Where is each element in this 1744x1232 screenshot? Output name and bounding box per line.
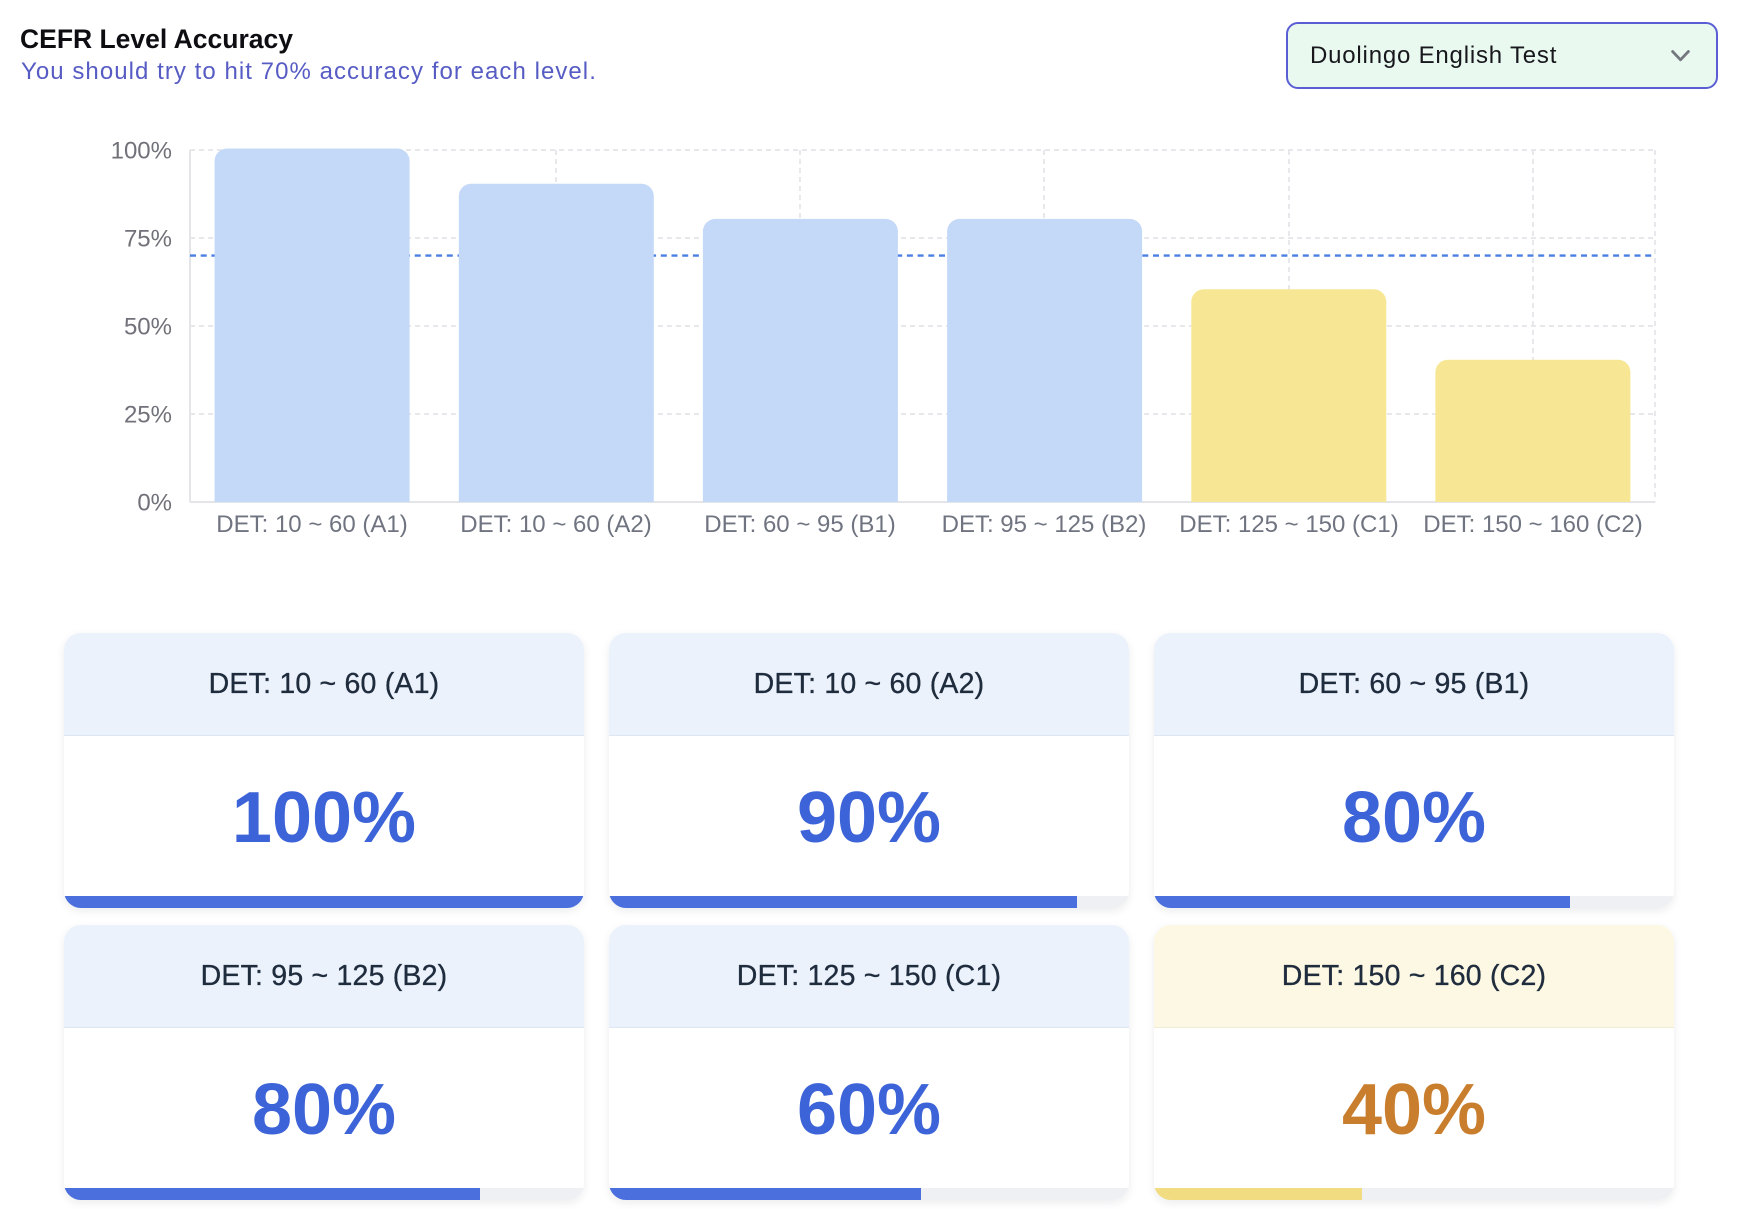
svg-text:25%: 25% — [124, 402, 172, 429]
svg-text:DET: 10 ~ 60 (A2): DET: 10 ~ 60 (A2) — [460, 511, 651, 538]
svg-text:50%: 50% — [124, 314, 172, 341]
svg-text:100%: 100% — [111, 138, 172, 165]
svg-text:75%: 75% — [124, 226, 172, 253]
svg-text:DET: 150 ~ 160 (C2): DET: 150 ~ 160 (C2) — [1423, 511, 1642, 538]
svg-text:DET: 95 ~ 125 (B2): DET: 95 ~ 125 (B2) — [942, 511, 1147, 538]
svg-text:DET: 60 ~ 95 (B1): DET: 60 ~ 95 (B1) — [704, 511, 895, 538]
svg-text:DET: 125 ~ 150 (C1): DET: 125 ~ 150 (C1) — [1179, 511, 1398, 538]
svg-text:DET: 10 ~ 60 (A1): DET: 10 ~ 60 (A1) — [216, 511, 407, 538]
svg-text:0%: 0% — [137, 490, 172, 517]
